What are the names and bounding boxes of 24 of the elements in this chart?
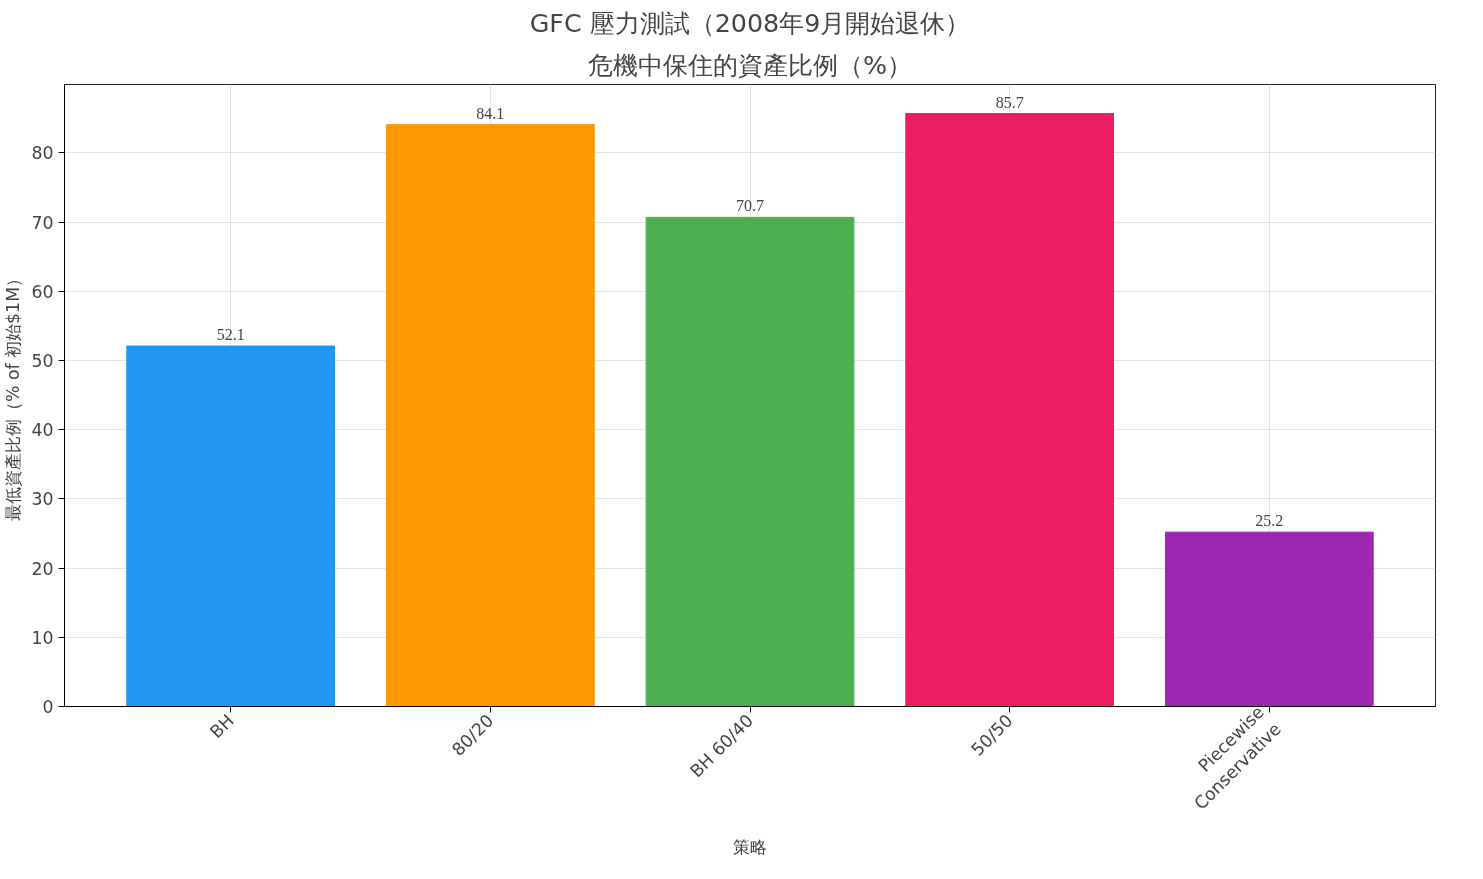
y-tick-label: 50	[31, 351, 54, 372]
chart-subtitle: 危機中保住的資產比例（%）	[587, 49, 913, 80]
bar	[905, 113, 1115, 707]
chart-title: GFC 壓力測試（2008年9月開始退休）	[529, 7, 971, 38]
x-tick-label: BH	[205, 710, 238, 743]
y-tick-label: 20	[31, 558, 54, 579]
y-tick-label: 10	[31, 627, 54, 648]
bar	[645, 216, 855, 707]
y-tick-label: 70	[31, 212, 54, 233]
data-label: 25.2	[1255, 512, 1284, 530]
y-axis-title: 最低資產比例（% of 初始$1M）	[3, 269, 24, 522]
data-label: 52.1	[216, 326, 245, 344]
data-label: 70.7	[736, 197, 764, 215]
bar	[1164, 531, 1374, 707]
data-label: 84.1	[476, 104, 505, 122]
y-tick-label: 80	[31, 143, 54, 164]
y-tick-label: 0	[42, 697, 54, 717]
bar	[385, 124, 595, 707]
x-axis-title: 策略	[733, 837, 767, 858]
y-tick-label: 30	[31, 489, 54, 510]
bar	[126, 345, 336, 707]
data-label: 85.7	[995, 93, 1024, 111]
y-tick-label: 40	[31, 420, 54, 441]
y-tick-label: 60	[31, 281, 54, 302]
